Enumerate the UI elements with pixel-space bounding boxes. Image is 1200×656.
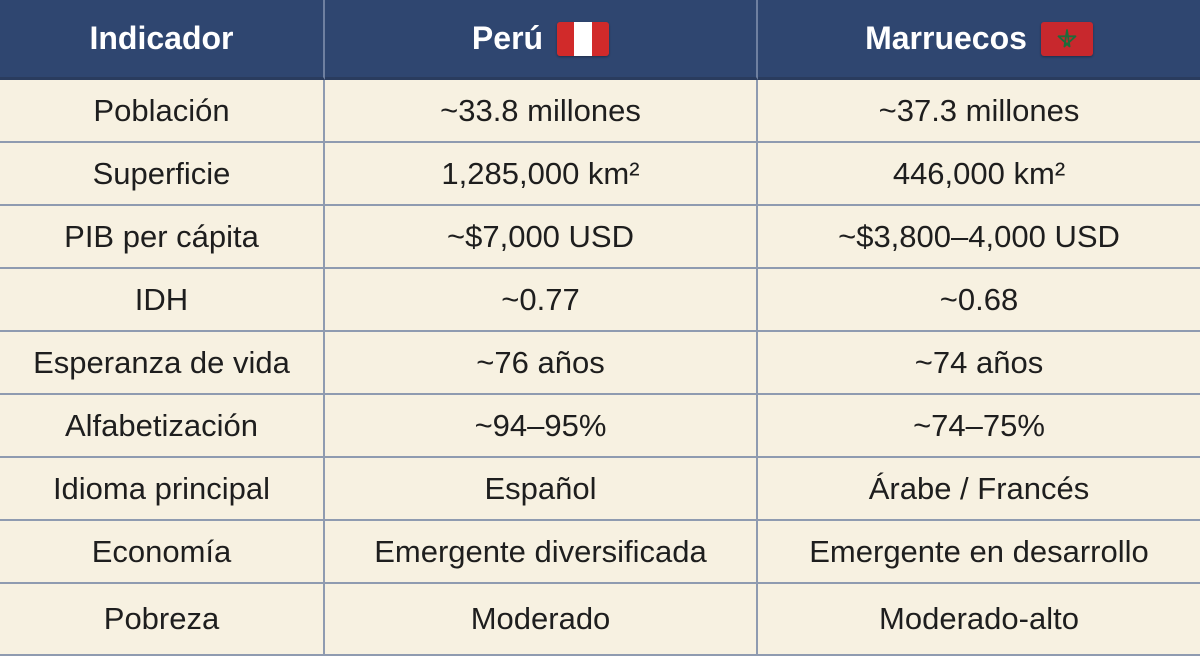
cell-text: ~74 años	[914, 344, 1044, 380]
cell-text: ~94–95%	[474, 407, 607, 443]
table-row-indicator: PIB per cápita	[0, 206, 325, 269]
cell-text: ~33.8 millones	[440, 92, 641, 128]
table-row-peru: ~33.8 millones	[325, 80, 758, 143]
cell-text: Población	[93, 92, 230, 128]
cell-text: ~76 años	[476, 344, 605, 380]
cell-text: ~$7,000 USD	[447, 218, 634, 254]
header-morocco-label: Marruecos	[865, 20, 1027, 56]
cell-text: Economía	[91, 533, 232, 569]
table-row-indicator: Población	[0, 80, 325, 143]
cell-text: Emergente diversificada	[374, 533, 707, 569]
header-morocco: Marruecos	[758, 0, 1200, 80]
cell-text: Superficie	[92, 155, 231, 191]
header-peru: Perú	[325, 0, 758, 80]
cell-text: Esperanza de vida	[33, 344, 290, 380]
table-row-indicator: Idioma principal	[0, 458, 325, 521]
table-row-indicator: Esperanza de vida	[0, 332, 325, 395]
cell-text: ~37.3 millones	[878, 92, 1080, 128]
table-row-peru: ~0.77	[325, 269, 758, 332]
table-row-peru: Español	[325, 458, 758, 521]
morocco-flag-icon	[1040, 21, 1093, 56]
header-indicator: Indicador	[0, 0, 325, 80]
table-row-morocco: ~0.68	[758, 269, 1200, 332]
table-row-indicator: Pobreza	[0, 584, 325, 656]
table-row-peru: ~76 años	[325, 332, 758, 395]
cell-text: PIB per cápita	[64, 218, 259, 254]
header-indicator-label: Indicador	[89, 20, 234, 56]
cell-text: Emergente en desarrollo	[809, 533, 1149, 569]
cell-text: Español	[484, 470, 597, 506]
cell-text: ~0.68	[939, 281, 1019, 317]
cell-text: Árabe / Francés	[868, 470, 1090, 506]
header-peru-label: Perú	[471, 20, 544, 56]
cell-text: Alfabetización	[64, 407, 258, 443]
table-row-morocco: ~$3,800–4,000 USD	[758, 206, 1200, 269]
table-row-indicator: Superficie	[0, 143, 325, 206]
table-row-peru: ~94–95%	[325, 395, 758, 458]
cell-text: ~0.77	[501, 281, 580, 317]
peru-flag-icon	[557, 21, 610, 56]
cell-text: 1,285,000 km²	[441, 155, 640, 191]
table-row-morocco: ~74–75%	[758, 395, 1200, 458]
table-row-morocco: ~74 años	[758, 332, 1200, 395]
table-row-morocco: Moderado-alto	[758, 584, 1200, 656]
table-row-peru: ~$7,000 USD	[325, 206, 758, 269]
cell-text: Pobreza	[103, 601, 220, 636]
cell-text: Idioma principal	[52, 470, 271, 506]
table-row-indicator: Economía	[0, 521, 325, 584]
cell-text: Moderado-alto	[879, 601, 1079, 636]
table-row-morocco: Emergente en desarrollo	[758, 521, 1200, 584]
table-row-indicator: Alfabetización	[0, 395, 325, 458]
table-row-peru: Moderado	[325, 584, 758, 656]
cell-text: ~74–75%	[913, 407, 1045, 443]
table-row-peru: 1,285,000 km²	[325, 143, 758, 206]
cell-text: IDH	[134, 281, 189, 317]
table-row-peru: Emergente diversificada	[325, 521, 758, 584]
cell-text: 446,000 km²	[892, 155, 1066, 191]
morocco-star-icon	[1057, 28, 1077, 47]
cell-text: ~$3,800–4,000 USD	[838, 218, 1120, 254]
table-row-indicator: IDH	[0, 269, 325, 332]
table-row-morocco: ~37.3 millones	[758, 80, 1200, 143]
table-row-morocco: Árabe / Francés	[758, 458, 1200, 521]
cell-text: Moderado	[470, 601, 611, 636]
table-row-morocco: 446,000 km²	[758, 143, 1200, 206]
